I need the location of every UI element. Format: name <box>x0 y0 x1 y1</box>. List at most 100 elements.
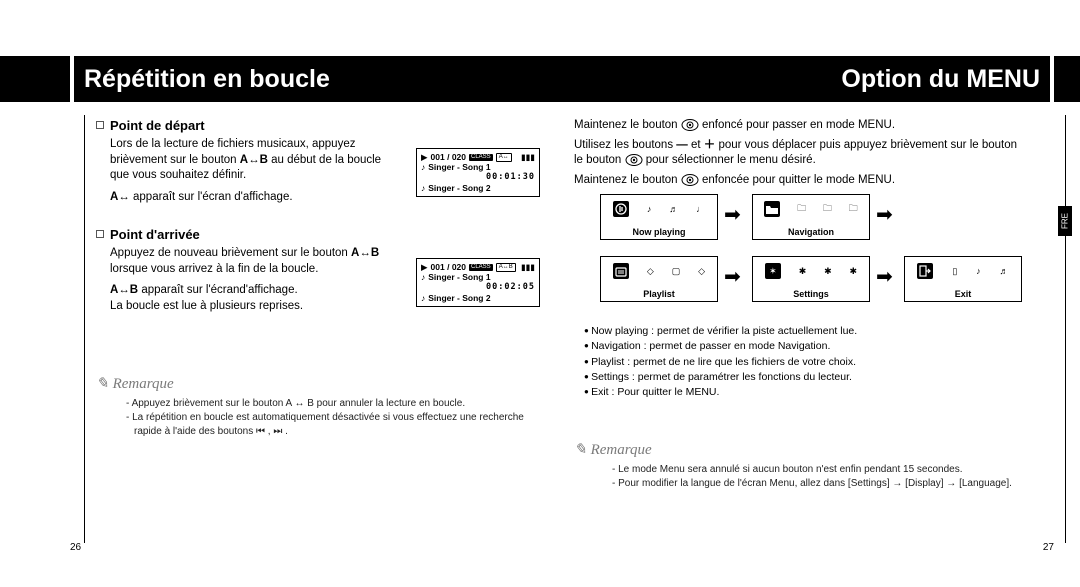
square-icon: ▢ <box>672 266 681 277</box>
text: Settings : permet de paramétrer les fonc… <box>591 371 852 383</box>
arrow-right-icon: ➡ <box>724 202 741 227</box>
minus-icon: — <box>676 139 688 151</box>
remarque-heading: ✎Remarque <box>574 440 1054 459</box>
text: enfoncée pour quitter le mode MENU. <box>702 174 895 186</box>
sec-start-title: Point de départ <box>96 118 550 133</box>
list-item: Exit : Pour quitter le MENU. <box>584 385 1054 400</box>
text: Utilisez les boutons <box>574 139 676 151</box>
time: 00:01:30 <box>486 172 535 182</box>
pencil-icon: ✎ <box>574 440 587 459</box>
square-icon <box>96 230 104 238</box>
lcd-screen-1: ▶001 / 020 CLASS A↔ ▮▮▮ ♪ Singer - Song … <box>416 148 540 197</box>
instr-2: Utilisez les boutons — et ＋ pour vous dé… <box>574 138 1054 169</box>
text: Le mode Menu sera annulé si aucun bouton… <box>618 464 962 475</box>
gear-icon: ✱ <box>824 266 832 277</box>
arrow-right-icon: ➡ <box>876 264 893 289</box>
note-icon: ♪ <box>976 266 981 276</box>
remarque-label: Remarque <box>591 442 652 458</box>
header-banner: Répétition en boucle Option du MENU <box>0 56 1080 102</box>
page-number-right: 27 <box>1043 542 1054 553</box>
list-item: Now playing : permet de vérifier la pist… <box>584 324 1054 339</box>
menu-button-icon <box>625 154 643 166</box>
sec-end-label: Point d'arrivée <box>110 227 200 242</box>
text: Appuyez de nouveau brièvement sur le bou… <box>110 247 351 259</box>
ab-label: A↔B <box>240 154 268 166</box>
text: apparaît sur l'écran d'affichage. <box>130 191 293 203</box>
track-counter: 001 / 020 <box>431 262 466 272</box>
sec-start-body: Lors de la lecture de fichiers musicaux,… <box>110 137 390 184</box>
door-icon: ▯ <box>952 266 957 277</box>
language-tab: FRE <box>1058 206 1072 236</box>
nowplaying-icon <box>613 201 629 217</box>
ab-label: A↔B <box>351 247 379 259</box>
battery-icon: ▮▮▮ <box>521 262 535 272</box>
plus-icon: ＋ <box>704 139 716 151</box>
a-label: A↔ <box>110 191 130 203</box>
menu-label: Exit <box>905 289 1021 299</box>
menu-diagram: ♪ ♬ ♩ Now playing ➡ 🗀 🗀 🗀 Navigation ➡ ◇… <box>574 194 1048 314</box>
menu-box-nowplaying: ♪ ♬ ♩ Now playing <box>600 194 718 240</box>
text: La boucle est lue à plusieurs reprises. <box>110 300 303 312</box>
list-item: Navigation : permet de passer en mode Na… <box>584 339 1054 354</box>
menu-box-navigation: 🗀 🗀 🗀 Navigation <box>752 194 870 240</box>
text: enfoncé pour passer en mode MENU. <box>702 119 895 131</box>
square-icon <box>96 121 104 129</box>
banner-title-right: Option du MENU <box>841 56 1054 102</box>
banner-title-left: Répétition en boucle <box>70 56 330 102</box>
right-page: Maintenez le bouton enfoncé pour passer … <box>574 118 1054 491</box>
text: lorsque vous arrivez à la fin de la bouc… <box>110 263 318 275</box>
sec-end-note: A↔B apparaît sur l'écrand'affichage. La … <box>110 283 410 314</box>
note-icon: ♪ <box>647 204 652 214</box>
menu-label: Navigation <box>753 227 869 237</box>
sec-end-body: Appuyez de nouveau brièvement sur le bou… <box>110 246 390 277</box>
diamond-icon: ◇ <box>647 266 654 277</box>
note-icon: ♩ <box>696 204 705 214</box>
rule-right <box>1065 115 1066 543</box>
diamond-icon: ◇ <box>698 266 705 277</box>
text: Playlist : permet de ne lire que les fic… <box>591 356 856 368</box>
ab-badge: A↔ <box>496 153 512 162</box>
text: Appuyez brièvement sur le bouton A ↔ B p… <box>132 398 466 409</box>
sec-end-title: Point d'arrivée <box>96 227 550 242</box>
list-item: - Le mode Menu sera annulé si aucun bout… <box>620 463 1054 477</box>
list-item: - Appuyez brièvement sur le bouton A ↔ B… <box>134 397 550 411</box>
text: pour sélectionner le menu désiré. <box>646 154 816 166</box>
text: apparaît sur l'écrand'affichage. <box>138 284 298 296</box>
note-icon: ♪ <box>421 162 425 172</box>
menu-label: Settings <box>753 289 869 299</box>
menu-label: Playlist <box>601 289 717 299</box>
song-title: Singer - Song 2 <box>428 183 490 193</box>
track-counter: 001 / 020 <box>431 152 466 162</box>
menu-box-playlist: ◇ ▢ ◇ Playlist <box>600 256 718 302</box>
text: Exit : Pour quitter le MENU. <box>591 386 719 398</box>
menu-box-settings: ✶ ✱ ✱ ✱ Settings <box>752 256 870 302</box>
remarque-list: - Le mode Menu sera annulé si aucun bout… <box>602 463 1054 491</box>
list-item: - Pour modifier la langue de l'écran Men… <box>620 477 1054 491</box>
menu-button-icon <box>681 174 699 186</box>
song-title: Singer - Song 1 <box>428 162 490 172</box>
menu-box-exit: ▯ ♪ ♬ Exit <box>904 256 1022 302</box>
instr-3: Maintenez le bouton enfoncée pour quitte… <box>574 173 1054 189</box>
lcd-screen-2: ▶001 / 020 CLASS A↔B ▮▮▮ ♪ Singer - Song… <box>416 258 540 307</box>
folder-open-icon <box>764 201 780 217</box>
folder-icon: 🗀 <box>797 201 806 217</box>
note-icon: ♪ <box>421 293 425 303</box>
remarque-list: - Appuyez brièvement sur le bouton A ↔ B… <box>116 397 550 439</box>
battery-icon: ▮▮▮ <box>521 152 535 162</box>
page-number-left: 26 <box>70 542 81 553</box>
song-title: Singer - Song 1 <box>428 272 490 282</box>
folder-icon: 🗀 <box>849 201 858 217</box>
instr-1: Maintenez le bouton enfoncé pour passer … <box>574 118 1054 134</box>
text: pour vous déplacer puis appuyez brièveme… <box>718 139 1017 151</box>
list-item: Playlist : permet de ne lire que les fic… <box>584 355 1054 370</box>
time: 00:02:05 <box>486 282 535 292</box>
song-title: Singer - Song 2 <box>428 293 490 303</box>
text: Now playing : permet de vérifier la pist… <box>591 325 857 337</box>
remarque-heading: ✎Remarque <box>96 374 550 393</box>
text: La répétition en boucle est automatiquem… <box>132 412 524 437</box>
ab-badge: A↔B <box>496 263 516 272</box>
text: Navigation : permet de passer en mode Na… <box>591 340 830 352</box>
gear-icon: ✱ <box>799 266 807 277</box>
note-icon: ♪ <box>421 272 425 282</box>
gear-icon: ✶ <box>765 263 781 279</box>
